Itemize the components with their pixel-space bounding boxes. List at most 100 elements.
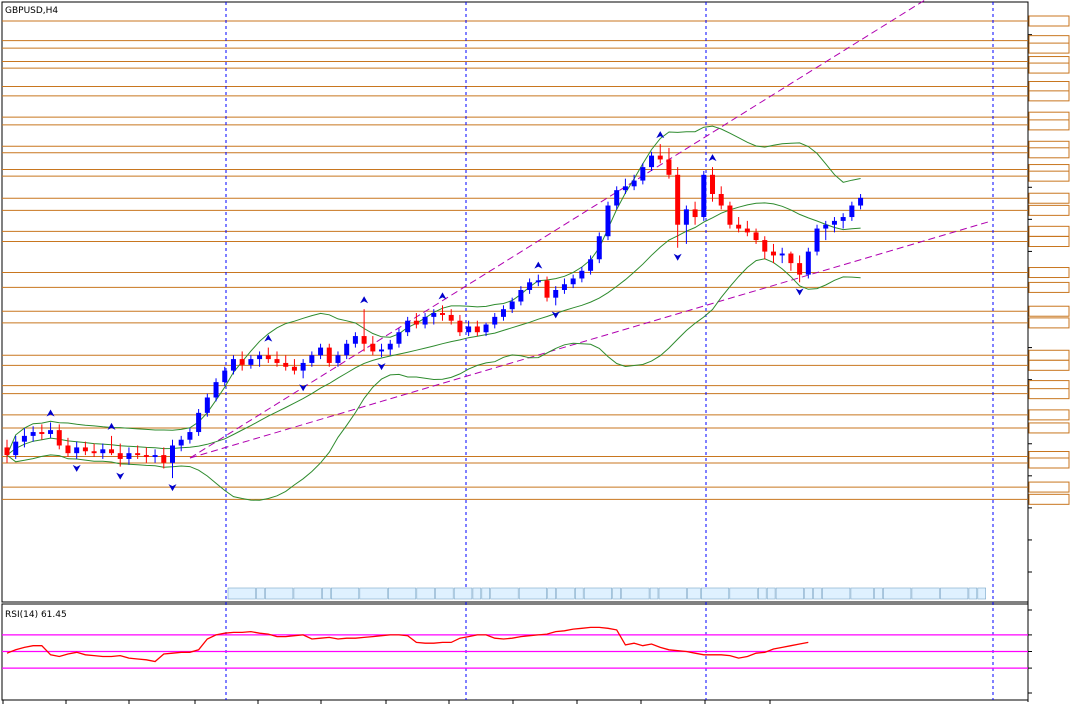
candle-body bbox=[544, 280, 550, 298]
candle-body bbox=[239, 359, 245, 365]
candle-body bbox=[65, 445, 71, 454]
candle-body bbox=[379, 349, 385, 352]
time-tag-box bbox=[322, 587, 331, 600]
period-separators bbox=[225, 2, 994, 700]
bollinger-upper bbox=[6, 125, 861, 456]
rsi-label: RSI(14) 61.45 bbox=[5, 610, 67, 620]
candle-body bbox=[649, 155, 655, 168]
candle-body bbox=[352, 336, 358, 344]
candle-body bbox=[797, 263, 803, 275]
candle-body bbox=[109, 449, 115, 454]
candle-body bbox=[509, 301, 515, 310]
candle-body bbox=[448, 314, 454, 321]
candle-body bbox=[701, 174, 707, 218]
candle-body bbox=[309, 355, 315, 363]
candle-body bbox=[21, 435, 27, 442]
candle-body bbox=[614, 190, 620, 206]
rsi-indicator bbox=[2, 626, 1028, 669]
candle-body bbox=[117, 453, 123, 459]
candle-body bbox=[274, 359, 280, 363]
fractal-up-icon bbox=[264, 334, 273, 342]
time-tag-box bbox=[775, 587, 804, 600]
candle-body bbox=[213, 382, 219, 398]
candle-body bbox=[74, 447, 80, 454]
candle-body bbox=[718, 194, 724, 206]
candle-body bbox=[413, 320, 419, 325]
candle-body bbox=[187, 432, 193, 440]
bollinger-lower bbox=[6, 258, 861, 501]
time-axis[interactable] bbox=[2, 700, 771, 704]
price-level-box bbox=[1028, 235, 1070, 247]
candle-body bbox=[126, 453, 132, 459]
candle-body bbox=[840, 217, 846, 221]
candle-body bbox=[405, 320, 411, 333]
price-level-box bbox=[1028, 481, 1070, 493]
price-level-box bbox=[1028, 457, 1070, 469]
rsi-line bbox=[6, 626, 809, 663]
channel-upper-line bbox=[189, 0, 926, 459]
candle-body bbox=[666, 159, 672, 175]
price-level-box bbox=[1028, 147, 1070, 159]
time-tag-box bbox=[330, 587, 360, 600]
candle-body bbox=[326, 347, 332, 363]
candle-body bbox=[466, 326, 472, 333]
time-tag-box bbox=[968, 587, 978, 600]
fractal-down-icon bbox=[168, 484, 177, 492]
candle-body bbox=[291, 366, 297, 371]
price-level-box bbox=[1028, 192, 1070, 204]
time-tag-box bbox=[621, 587, 650, 600]
candle-body bbox=[100, 449, 106, 454]
price-level-box bbox=[1028, 305, 1070, 317]
price-level-box bbox=[1028, 281, 1070, 293]
chart-symbol-label: GBPUSD,H4 bbox=[5, 6, 58, 16]
time-tag-box bbox=[574, 587, 584, 600]
time-tag-box bbox=[883, 587, 912, 600]
price-axis[interactable] bbox=[1028, 15, 1070, 573]
time-tag-box bbox=[700, 587, 730, 600]
time-tag-box bbox=[227, 587, 256, 600]
time-tag-box bbox=[757, 587, 767, 600]
time-tag-box bbox=[766, 587, 776, 600]
price-level-box bbox=[1028, 388, 1070, 400]
candle-body bbox=[152, 455, 158, 458]
candle-body bbox=[622, 186, 628, 191]
candle-body bbox=[30, 432, 36, 436]
candle-body bbox=[588, 259, 594, 271]
price-level-box bbox=[1028, 62, 1070, 74]
price-level-box bbox=[1028, 204, 1070, 216]
candle-body bbox=[318, 347, 324, 356]
time-tag-box bbox=[293, 587, 322, 600]
candle-body bbox=[431, 313, 437, 317]
candle-body bbox=[631, 180, 637, 187]
fractals bbox=[46, 131, 804, 492]
candle-body bbox=[283, 362, 289, 367]
candle-body bbox=[527, 282, 533, 290]
time-tags bbox=[227, 587, 986, 600]
price-level-box bbox=[1028, 90, 1070, 102]
candle-body bbox=[736, 224, 742, 229]
time-tag-box bbox=[649, 587, 659, 600]
price-level-box bbox=[1028, 81, 1070, 93]
candle-body bbox=[474, 326, 480, 333]
time-tag-box bbox=[387, 587, 417, 600]
candle-body bbox=[161, 455, 167, 463]
time-tag-box bbox=[804, 587, 813, 600]
candle-body bbox=[683, 209, 689, 225]
candle-body bbox=[770, 251, 776, 256]
candle-body bbox=[849, 205, 855, 218]
candle-body bbox=[143, 455, 149, 458]
candle-body bbox=[640, 167, 646, 181]
price-level-box bbox=[1028, 422, 1070, 434]
trend-channel[interactable] bbox=[189, 0, 989, 459]
time-tag-box bbox=[453, 587, 473, 600]
time-tag-box bbox=[518, 587, 548, 600]
fractal-down-icon bbox=[551, 311, 560, 319]
candle-body bbox=[257, 355, 263, 360]
candle-body bbox=[788, 253, 794, 264]
candle-body bbox=[4, 447, 10, 456]
fractal-up-icon bbox=[438, 292, 447, 300]
fractal-up-icon bbox=[708, 154, 717, 162]
candle-body bbox=[657, 155, 663, 160]
